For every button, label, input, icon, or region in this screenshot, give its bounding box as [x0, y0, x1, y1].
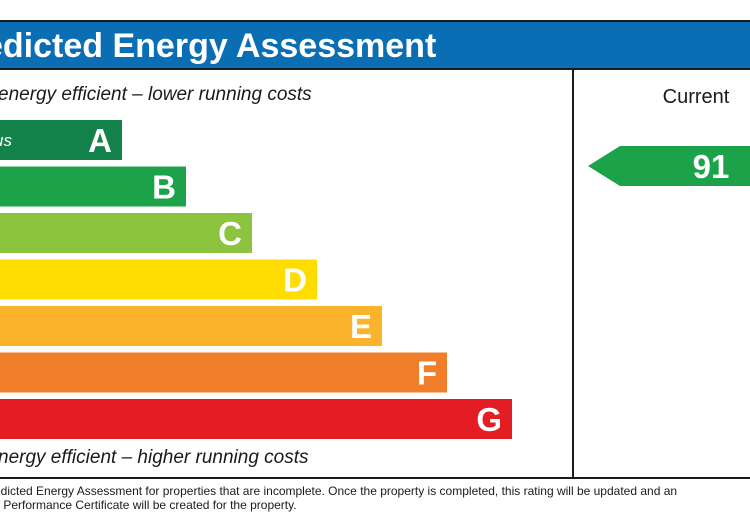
current-rating-value: 91 [693, 148, 730, 185]
column-divider [572, 70, 574, 479]
band-range-a: us [0, 131, 12, 150]
current-column-label: Current [662, 86, 730, 108]
caption-inefficient: nergy efficient – higher running costs [0, 447, 309, 468]
header-bar [0, 22, 750, 70]
band-letter-g: G [476, 401, 502, 438]
main-frame [0, 70, 750, 479]
caption-efficient: energy efficient – lower running costs [0, 84, 312, 105]
band-bar-e [0, 306, 382, 346]
band-bar-a [0, 120, 122, 160]
band-bar-c [0, 213, 252, 253]
top-border [0, 20, 750, 22]
band-bar-b [0, 166, 186, 207]
band-letter-c: C [218, 215, 242, 252]
band-bar-g [0, 399, 512, 439]
band-letter-f: F [417, 355, 437, 392]
band-letter-a: A [88, 122, 112, 159]
band-bar-d [0, 259, 317, 300]
current-rating-arrow-shape [588, 146, 750, 186]
footer-line-2: y Performance Certificate will be create… [0, 498, 297, 512]
header-title: edicted Energy Assessment [0, 27, 437, 65]
band-letter-e: E [350, 308, 372, 345]
band-bar-f [0, 352, 447, 393]
footer-line-1: edicted Energy Assessment for properties… [0, 484, 678, 498]
band-letter-b: B [152, 169, 176, 206]
band-letter-d: D [283, 262, 307, 299]
